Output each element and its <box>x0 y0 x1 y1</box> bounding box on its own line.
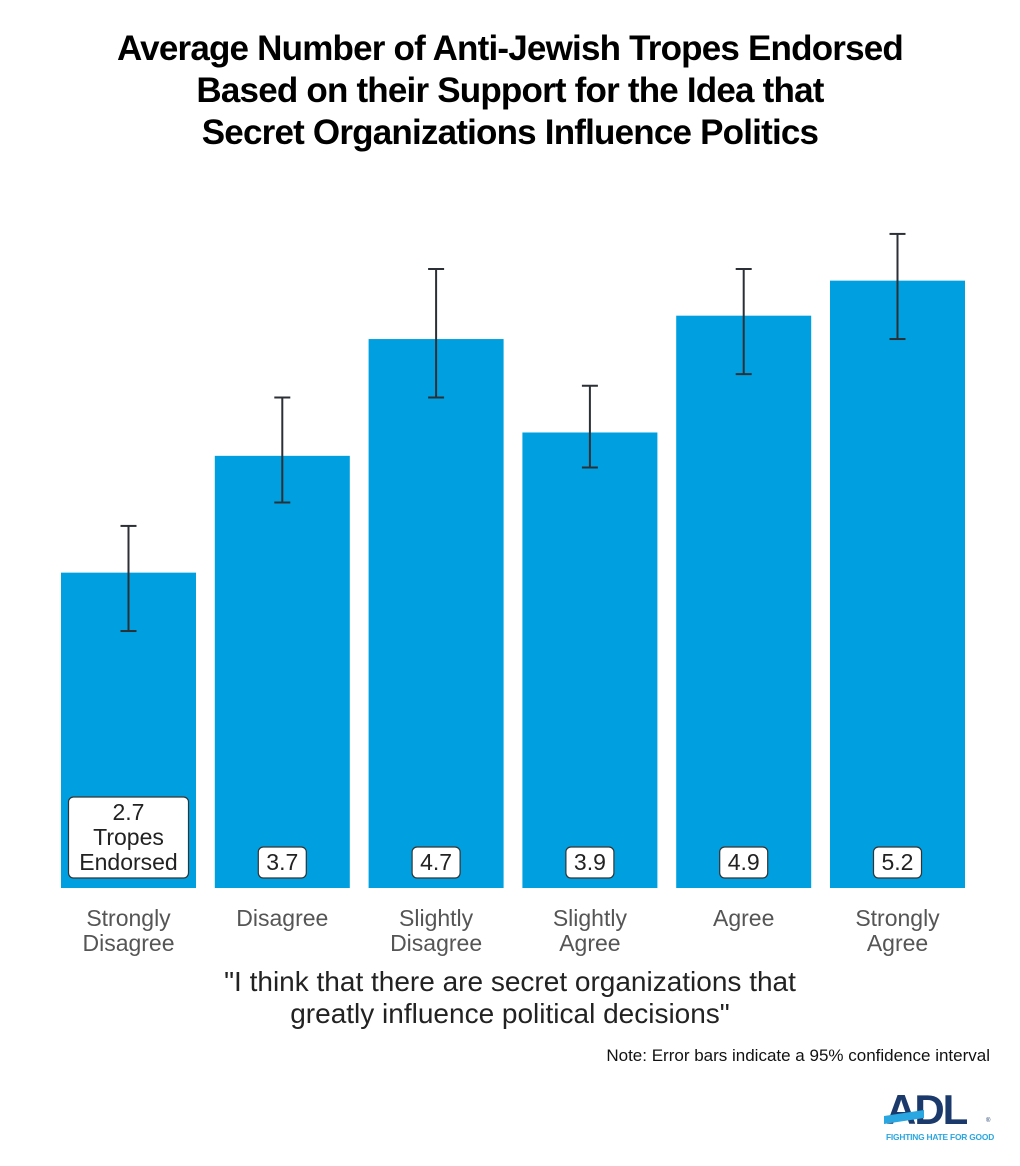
footnote: Note: Error bars indicate a 95% confiden… <box>606 1046 990 1065</box>
bar <box>214 455 350 888</box>
data-label: 2.7 <box>113 799 145 825</box>
data-label-box <box>257 846 307 879</box>
data-label: 5.2 <box>882 849 914 875</box>
svg-text:ADL: ADL <box>886 1088 968 1133</box>
data-label: Tropes <box>93 824 164 850</box>
x-axis-title-line: "I think that there are secret organizat… <box>224 966 796 997</box>
data-label: 3.7 <box>266 849 298 875</box>
title-line: Secret Organizations Influence Politics <box>201 113 819 152</box>
bar <box>522 432 658 888</box>
x-tick-label: Slightly <box>399 905 474 931</box>
x-tick-label: Agree <box>559 930 620 956</box>
data-label-box <box>719 846 769 879</box>
data-label-box <box>67 796 190 879</box>
x-tick-label: Disagree <box>236 905 328 931</box>
data-label: 3.9 <box>574 849 606 875</box>
data-label-box <box>411 846 461 879</box>
x-tick-label: Strongly <box>86 905 171 931</box>
svg-text:FIGHTING HATE FOR GOOD: FIGHTING HATE FOR GOOD <box>886 1132 994 1142</box>
svg-text:®: ® <box>986 1117 991 1124</box>
data-label-box <box>565 846 615 879</box>
bar <box>676 315 812 888</box>
chart-title: Average Number of Anti-Jewish Tropes End… <box>0 28 1020 154</box>
x-tick-label: Strongly <box>855 905 940 931</box>
title-line: Based on their Support for the Idea that <box>196 71 824 110</box>
data-label: 4.9 <box>728 849 760 875</box>
title-line: Average Number of Anti-Jewish Tropes End… <box>116 29 904 68</box>
x-axis-title-line: greatly influence political decisions" <box>290 998 730 1029</box>
bar <box>830 280 965 888</box>
x-axis-title: "I think that there are secret organizat… <box>0 966 1020 1030</box>
x-tick-label: Disagree <box>390 930 482 956</box>
bar <box>368 339 504 888</box>
data-label-box <box>872 846 923 879</box>
data-label: Endorsed <box>79 849 177 875</box>
x-tick-label: Agree <box>867 930 928 956</box>
adl-logo: ADL ® FIGHTING HATE FOR GOOD <box>884 1088 994 1142</box>
x-tick-label: Disagree <box>82 930 174 956</box>
x-tick-label: Slightly <box>553 905 628 931</box>
data-label: 4.7 <box>420 849 452 875</box>
x-tick-label: Agree <box>713 905 774 931</box>
